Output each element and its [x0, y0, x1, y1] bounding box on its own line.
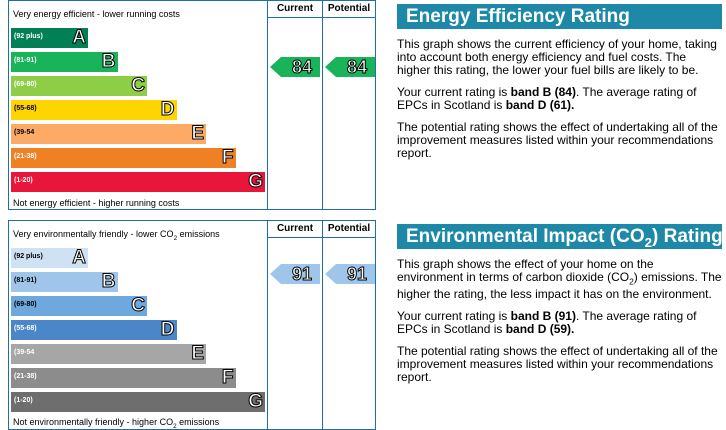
rating-band-b: (81-91) B	[11, 271, 118, 293]
header-divider	[267, 237, 375, 238]
band-letter: E	[191, 123, 205, 145]
band-range-label: (55-68)	[14, 105, 37, 112]
band-letter: E	[191, 343, 205, 365]
potential-column-header: Potential	[327, 3, 371, 14]
rating-band-f: (21-38) F	[11, 367, 236, 389]
band-range-label: (55-68)	[14, 325, 37, 332]
band-range-label: (81-91)	[14, 57, 37, 64]
band-range-label: (39-54	[14, 129, 35, 136]
band-range-label: (21-38)	[14, 153, 37, 160]
band-letter: C	[131, 75, 146, 97]
band-range-label: (21-38)	[14, 373, 37, 380]
band-range-label: (39-54	[14, 349, 35, 356]
column-divider	[322, 1, 323, 209]
environment-potential-text: The potential rating shows the effect of…	[397, 344, 718, 385]
band-range-label: (81-91)	[14, 277, 37, 284]
band-letter: C	[131, 295, 146, 317]
rating-band-f: (21-38) F	[11, 147, 236, 169]
band-range-label: (69-80)	[14, 301, 37, 308]
band-letter: G	[248, 391, 264, 413]
band-range-label: (1-20)	[14, 397, 33, 404]
band-range-label: (69-80)	[14, 81, 37, 88]
band-letter: F	[221, 147, 234, 169]
band-letter: G	[248, 171, 264, 193]
energy-description: This graph shows the current efficiency …	[397, 37, 717, 77]
rating-band-d: (55-68) D	[11, 99, 177, 121]
rating-band-e: (39-54 E	[11, 123, 206, 145]
current-rating-arrow: 84	[270, 57, 320, 77]
energy-top-caption: Very energy efficient - lower running co…	[13, 9, 180, 19]
environment-description: This graph shows the effect of your home…	[397, 257, 722, 302]
rating-band-a: (92 plus) A	[11, 247, 88, 269]
environment-rating-panel: Environmental Impact (CO2) Rating This g…	[397, 224, 723, 385]
potential-rating-arrow: 91	[325, 264, 375, 284]
current-rating-arrow: 91	[270, 264, 320, 284]
band-letter: D	[160, 319, 175, 341]
environment-bottom-caption: Not environmentally friendly - higher CO…	[13, 417, 220, 430]
rating-band-a: (92 plus) A	[11, 27, 88, 49]
environment-top-caption: Very environmentally friendly - lower CO…	[13, 229, 220, 242]
energy-current-rating-text: Your current rating is band B (84). The …	[397, 85, 697, 112]
band-letter: F	[221, 367, 234, 389]
energy-efficiency-chart: Very energy efficient - lower running co…	[8, 0, 376, 210]
band-letter: A	[72, 27, 87, 49]
rating-band-e: (39-54 E	[11, 343, 206, 365]
band-letter: A	[72, 247, 87, 269]
energy-rating-title: Energy Efficiency Rating	[397, 4, 722, 29]
environment-rating-title: Environmental Impact (CO2) Rating	[397, 224, 723, 250]
rating-band-d: (55-68) D	[11, 319, 177, 341]
energy-potential-text: The potential rating shows the effect of…	[397, 120, 718, 160]
energy-bottom-caption: Not energy efficient - higher running co…	[13, 198, 180, 208]
environmental-impact-chart: Very environmentally friendly - lower CO…	[8, 220, 376, 430]
column-divider	[267, 1, 268, 209]
band-range-label: (92 plus)	[14, 253, 43, 260]
band-range-label: (1-20)	[14, 177, 33, 184]
column-divider	[322, 221, 323, 429]
header-divider	[267, 17, 375, 18]
rating-band-g: (1-20) G	[11, 391, 265, 413]
current-column-header: Current	[276, 3, 314, 14]
band-letter: B	[101, 271, 116, 293]
rating-band-c: (69-80) C	[11, 75, 147, 97]
rating-band-c: (69-80) C	[11, 295, 147, 317]
band-range-label: (92 plus)	[14, 33, 43, 40]
current-rating-value: 91	[291, 264, 313, 284]
energy-rating-panel: Energy Efficiency Rating This graph show…	[397, 4, 722, 160]
environment-current-rating-text: Your current rating is band B (91). The …	[397, 309, 697, 337]
band-letter: B	[101, 51, 116, 73]
potential-column-header: Potential	[327, 223, 371, 234]
rating-band-b: (81-91) B	[11, 51, 118, 73]
rating-band-g: (1-20) G	[11, 171, 265, 193]
current-column-header: Current	[276, 223, 314, 234]
band-letter: D	[160, 99, 175, 121]
potential-rating-value: 84	[346, 57, 368, 77]
potential-rating-value: 91	[346, 264, 368, 284]
column-divider	[267, 221, 268, 429]
potential-rating-arrow: 84	[325, 57, 375, 77]
current-rating-value: 84	[291, 57, 313, 77]
